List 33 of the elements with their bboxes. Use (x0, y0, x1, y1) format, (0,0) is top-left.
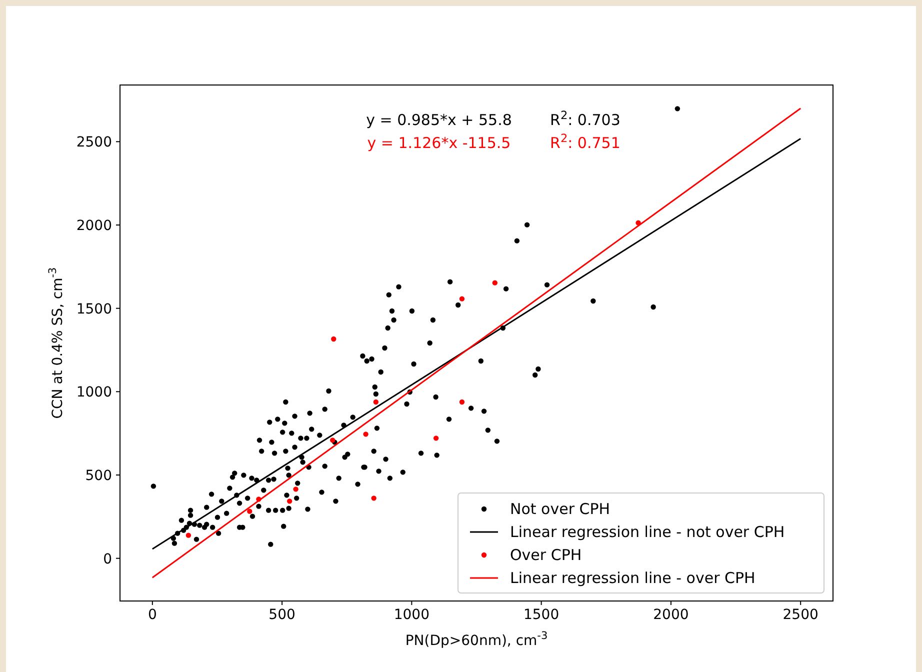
point (293, 486, 298, 492)
annotation: y = 1.126*x -115.5 (367, 134, 511, 152)
annotation: R$^{2}$: 0.703 (550, 108, 620, 129)
y-tick-label: 500 (85, 468, 112, 484)
point (363, 432, 368, 437)
y-tick-label: 1000 (76, 384, 112, 401)
y-tick-label: 2000 (76, 218, 112, 234)
point (286, 498, 292, 504)
point (459, 399, 465, 405)
y-tick-label: 1500 (76, 301, 112, 318)
point (186, 532, 192, 538)
point (492, 280, 498, 286)
x-tick-label: 0 (148, 607, 157, 623)
point (433, 436, 439, 441)
legend-label: Not over CPH (510, 500, 610, 518)
x-axis-title: PN(Dp>60nm), cm$^{-3}$ (405, 630, 548, 649)
x-tick-label: 1500 (524, 607, 560, 623)
point (459, 296, 465, 302)
point (247, 508, 252, 514)
y-tick-label: 0 (103, 551, 112, 568)
legend-label: Linear regression line - not over CPH (510, 523, 785, 541)
legend-label: Linear regression line - over CPH (510, 569, 756, 587)
point (331, 336, 336, 342)
x-tick-label: 2000 (653, 607, 689, 623)
legend-label: Over CPH (510, 546, 582, 564)
y-tick-label: 2500 (76, 134, 112, 151)
x-tick-label: 1000 (394, 607, 430, 623)
x-tick-label: 500 (268, 607, 296, 623)
x-tick-label: 2500 (782, 607, 818, 623)
point (373, 399, 378, 405)
point (371, 496, 376, 501)
annotation: R$^{2}$: 0.751 (550, 132, 620, 152)
annotation: y = 0.985*x + 55.8 (366, 111, 512, 129)
